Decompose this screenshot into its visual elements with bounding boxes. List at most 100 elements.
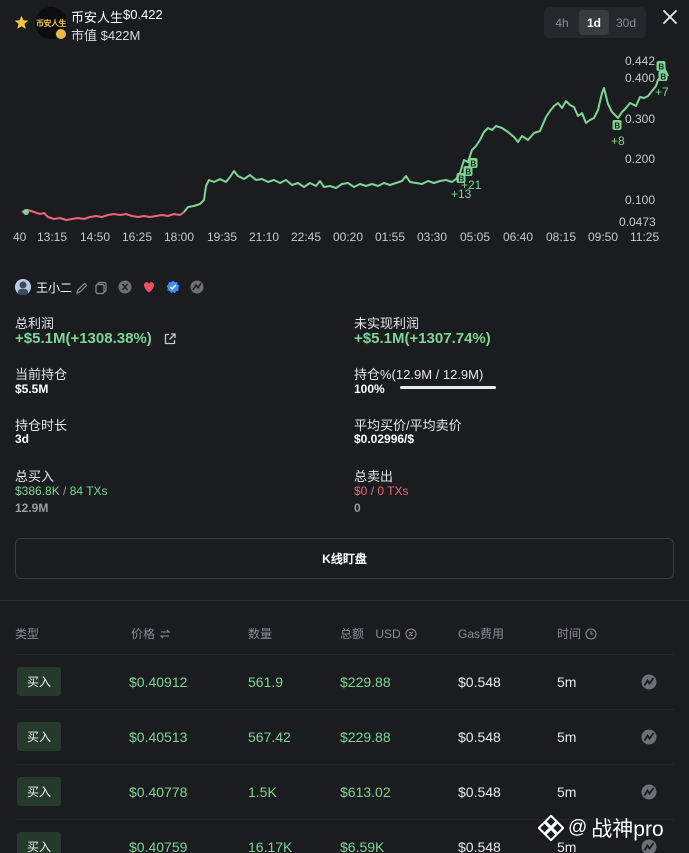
x-tick: 14:50 (80, 230, 110, 244)
x-tick: 06:40 (503, 230, 533, 244)
row-divider (15, 709, 674, 710)
cell-gas: $0.548 (458, 839, 501, 853)
unrealized-profit-label: 未实现利润 (354, 316, 420, 331)
y-tick: 0.0473 (619, 215, 656, 229)
col-total-label: 总额 (340, 627, 365, 641)
tx-chart-icon[interactable] (641, 839, 657, 853)
heart-icon[interactable] (142, 280, 156, 294)
clock-icon[interactable] (585, 627, 597, 640)
x-tick: 08:15 (546, 230, 576, 244)
buy-marker[interactable]: B (468, 158, 478, 168)
holding-pct-value: 100% (354, 382, 385, 396)
x-tick: 05:05 (460, 230, 490, 244)
x-twitter-icon[interactable] (118, 280, 132, 294)
x-tick: 11:25 (630, 230, 659, 244)
chart-link-icon[interactable] (190, 280, 204, 294)
col-qty-label: 数量 (248, 627, 273, 641)
x-tick: 21:10 (249, 230, 279, 244)
cell-total: $6.59K (340, 839, 385, 853)
close-icon[interactable] (660, 7, 680, 27)
cell-gas: $0.548 (458, 674, 501, 690)
x-tick: 13:15 (37, 230, 67, 244)
avatar[interactable] (15, 279, 31, 295)
col-price[interactable]: 价格 (131, 625, 171, 642)
currency-toggle-icon[interactable] (405, 627, 417, 640)
total-buy-amount: $386.8K (15, 484, 60, 498)
buy-marker[interactable]: B (463, 166, 473, 176)
tab-4h[interactable]: 4h (547, 10, 577, 35)
username: 王小二 (36, 281, 73, 295)
edit-icon[interactable] (75, 281, 89, 295)
buy-tag: 买入 (17, 777, 61, 806)
svg-text:B: B (658, 62, 664, 71)
col-type: 类型 (15, 625, 39, 642)
tab-1d-label: 1d (586, 15, 601, 30)
copy-icon[interactable] (94, 281, 108, 295)
tab-4h-label: 4h (555, 15, 569, 30)
buy-count-label: +7 (655, 85, 669, 99)
favorite-star-icon[interactable] (14, 15, 29, 30)
cell-price: $0.40778 (129, 784, 188, 800)
col-total[interactable]: 总额 USD (340, 625, 417, 642)
buy-count-label: +13 (451, 187, 472, 201)
buy-marker[interactable]: B (612, 120, 622, 130)
watermark-at: @ (568, 817, 588, 838)
tx-chart-icon[interactable] (641, 674, 657, 690)
cell-qty: 561.9 (248, 674, 284, 690)
market-cap: 市值 $422M (71, 28, 141, 43)
unrealized-profit-value: +$5.1M(+1307.74%) (354, 330, 491, 347)
cell-total: $613.02 (340, 784, 391, 800)
cell-total: $229.88 (340, 674, 391, 690)
row-divider (15, 764, 674, 765)
watermark: @ 战神pro (538, 814, 664, 842)
cell-qty: 1.5K (248, 784, 277, 800)
total-buy-summary: $386.8K / 84 TXs (15, 484, 108, 498)
swap-icon[interactable] (159, 628, 171, 640)
avg-price-label: 平均买价/平均卖价 (354, 418, 462, 433)
holding-pct-bar-fill (400, 386, 496, 389)
tx-chart-icon[interactable] (641, 729, 657, 745)
cell-price: $0.40912 (129, 674, 188, 690)
x-tick: 01:55 (375, 230, 405, 244)
price-line-down (21, 209, 185, 221)
avg-price-value: $0.02996/$ (354, 432, 415, 446)
current-holding-label: 当前持仓 (15, 367, 68, 382)
cell-time: 5m (557, 784, 577, 800)
cell-time: 5m (557, 674, 577, 690)
col-gas-label: Gas费用 (458, 627, 505, 641)
total-buy-txs: 84 TXs (69, 484, 108, 498)
buy-marker[interactable]: B (658, 71, 668, 81)
col-type-label: 类型 (15, 627, 40, 641)
current-holding-value: $5.5M (15, 382, 49, 396)
svg-text:B: B (660, 72, 666, 81)
col-time[interactable]: 时间 (557, 625, 597, 642)
holding-duration-value: 3d (15, 432, 30, 446)
y-tick: 0.100 (625, 193, 655, 207)
buy-marker[interactable]: B (656, 61, 666, 71)
external-link-icon[interactable] (163, 332, 177, 346)
kline-watch-button[interactable]: K线盯盘 (15, 538, 674, 579)
x-tick: 09:50 (588, 230, 618, 244)
total-profit-value: +$5.1M(+1308.38%) (15, 330, 152, 347)
tab-30d[interactable]: 30d (611, 10, 641, 35)
diamond-logo-icon (538, 815, 564, 841)
total-buy-label: 总买入 (15, 469, 55, 484)
cell-time: 5m (557, 729, 577, 745)
total-sell-qty: 0 (354, 501, 361, 515)
col-gas: Gas费用 (458, 625, 504, 642)
row-divider (15, 654, 674, 655)
total-sell-summary: $0 / 0 TXs (354, 484, 409, 498)
tx-chart-icon[interactable] (641, 784, 657, 800)
cell-qty: 567.42 (248, 729, 291, 745)
token-logo: 币安人生 (35, 7, 67, 39)
verified-badge-icon (55, 28, 67, 40)
cell-gas: $0.548 (458, 729, 501, 745)
svg-text:B: B (470, 159, 476, 168)
buy-marker[interactable]: B (456, 173, 466, 183)
tab-30d-label: 30d (615, 15, 637, 30)
token-name: 币安人生 (71, 10, 124, 25)
tab-1d[interactable]: 1d (579, 10, 609, 35)
total-sell-txs: 0 TXs (377, 484, 409, 498)
x-tick: 16:25 (122, 230, 152, 244)
cell-total: $229.88 (340, 729, 391, 745)
